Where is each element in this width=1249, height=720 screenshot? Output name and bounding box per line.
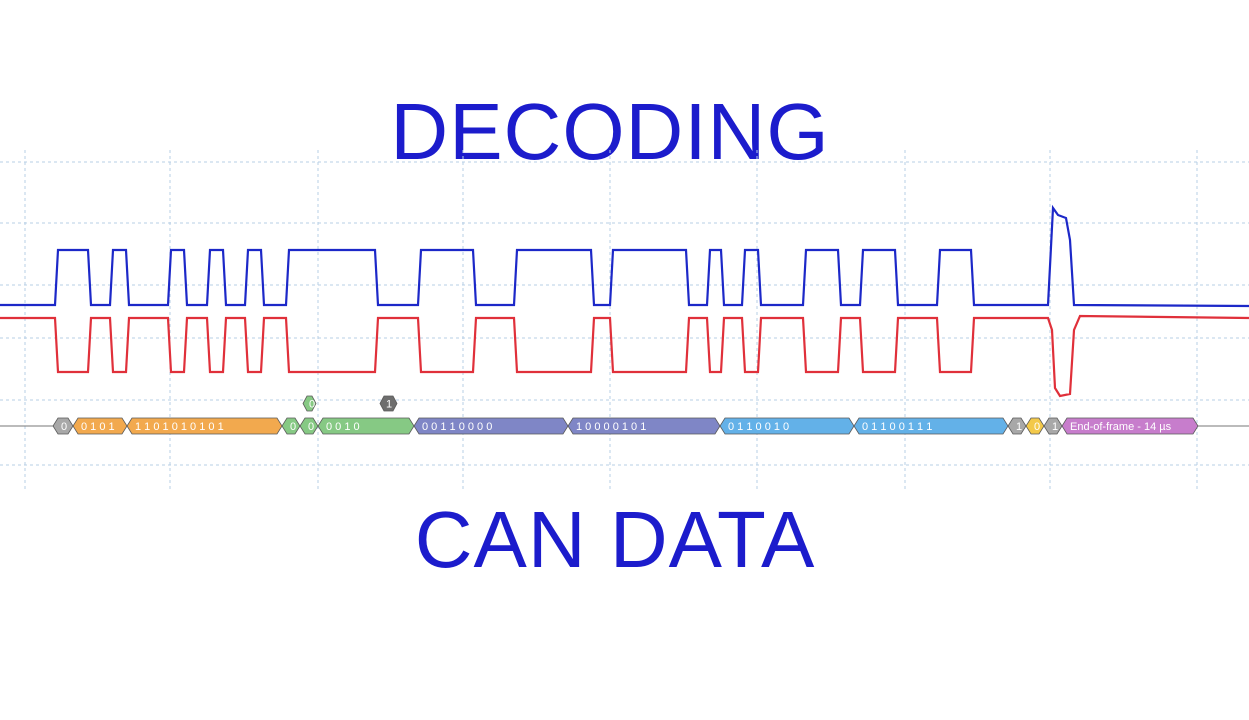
decode-segment-label: 0 [308,421,314,433]
decode-segment-label: 1 [1016,421,1022,433]
decode-segment [1007,417,1027,435]
can-low-waveform [0,314,1249,398]
decode-segment [853,417,1009,435]
decode-segment-label: 0 1 1 0 0 1 0 [728,421,789,433]
decode-segment-label: 0 [1034,421,1040,433]
decode-segment-label: 0 0 1 1 0 0 0 0 [422,421,492,433]
can-high-waveform [0,204,1249,308]
stuff-bit-badge [379,395,398,412]
decode-segment [413,417,569,435]
decode-segment [567,417,721,435]
decode-segment-label: 1 [1052,421,1058,433]
decode-segment-label: 1 0 0 0 0 1 0 1 [576,421,646,433]
stuff-bit-label: 1 [386,399,392,411]
decode-segment-label: 0 1 0 1 [81,421,115,433]
decode-segment-label: 0 [61,421,67,433]
decode-segment-label: 0 0 1 0 [326,421,360,433]
decode-segment-label: 0 [290,421,296,433]
decode-segment [1061,417,1199,435]
decode-segment [52,417,74,435]
decode-segment-label: 1 1 0 1 0 1 0 1 0 1 [135,421,224,433]
stuff-bit-badge [302,395,317,412]
decode-segment [299,417,319,435]
decode-segment [281,417,301,435]
headline-can-data: CAN DATA [414,495,816,584]
decode-segment [72,417,128,435]
decode-segment [719,417,855,435]
decode-segment [1043,417,1063,435]
decode-segment [1025,417,1045,435]
stuff-bit-label: 0 [309,399,315,411]
scope-grid [0,150,1249,490]
decode-segment-label: End-of-frame - 14 µs [1070,421,1172,433]
decode-segment-label: 0 1 1 0 0 1 1 1 [862,421,932,433]
decode-segment [126,417,283,435]
decode-segment [317,417,415,435]
